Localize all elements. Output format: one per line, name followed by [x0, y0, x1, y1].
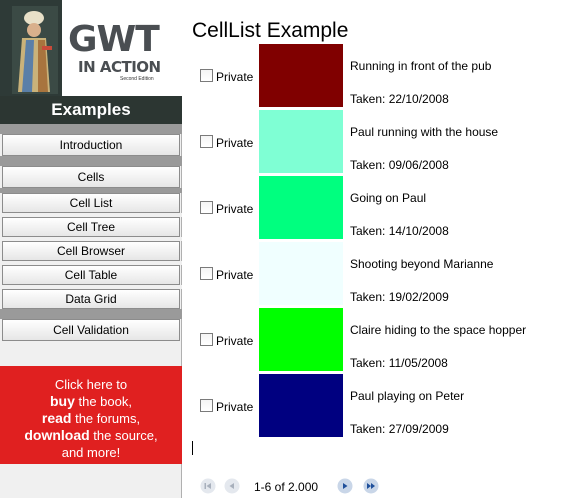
photo-color-swatch	[259, 308, 343, 371]
sidebar: GWT IN ACTION Second Edition Examples In…	[0, 0, 182, 498]
photo-color-swatch	[259, 110, 343, 173]
photo-description: Paul playing on Peter	[350, 389, 465, 403]
private-checkbox[interactable]	[200, 201, 213, 214]
photo-taken-date: Taken: 19/02/2009	[350, 290, 449, 304]
prev-page-icon[interactable]	[224, 478, 240, 494]
photo-description: Running in front of the pub	[350, 59, 492, 73]
promo-read-rest: the forums,	[71, 411, 141, 426]
photo-description: Claire hiding to the space hopper	[350, 323, 527, 337]
private-checkbox[interactable]	[200, 267, 213, 280]
photo-description: Shooting beyond Marianne	[350, 257, 494, 271]
sidebar-item-cell-list[interactable]: Cell List	[2, 193, 180, 213]
promo-line-3: read the forums,	[0, 410, 182, 427]
photo-color-swatch	[259, 242, 343, 305]
promo-download-rest: the source,	[89, 428, 158, 443]
photo-description: Going on Paul	[350, 191, 427, 205]
promo-buy-rest: the book,	[74, 394, 133, 409]
list-item[interactable]: Private Paul playing on Peter Taken: 27/…	[198, 374, 558, 440]
main-content: CellList Example Private Running in fron…	[192, 0, 562, 498]
promo-download: download	[24, 427, 90, 443]
sidebar-item-cell-validation[interactable]: Cell Validation	[2, 319, 180, 341]
last-page-icon[interactable]	[363, 478, 379, 494]
private-label: Private	[216, 202, 254, 216]
private-label: Private	[216, 334, 254, 348]
logo-subtitle: IN ACTION	[78, 58, 161, 76]
nav-divider	[0, 188, 182, 193]
photo-taken-date: Taken: 11/05/2008	[350, 356, 448, 370]
list-item[interactable]: Private Claire hiding to the space hoppe…	[198, 308, 558, 374]
text-cursor	[192, 441, 193, 455]
promo-link[interactable]: Click here to buy the book, read the for…	[0, 366, 182, 464]
sidebar-item-cell-table[interactable]: Cell Table	[2, 265, 180, 285]
promo-line-2: buy the book,	[0, 393, 182, 410]
private-checkbox[interactable]	[200, 135, 213, 148]
sidebar-item-introduction[interactable]: Introduction	[2, 134, 180, 156]
nav-spacer	[0, 213, 182, 217]
nav-divider	[0, 124, 182, 134]
photo-taken-date: Taken: 09/06/2008	[350, 158, 449, 172]
promo-read: read	[41, 410, 72, 426]
page-title: CellList Example	[192, 19, 349, 42]
list-item[interactable]: Private Shooting beyond Marianne Taken: …	[198, 242, 558, 308]
promo-line-4: download the source,	[0, 427, 182, 444]
nav-spacer	[0, 285, 182, 289]
examples-header: Examples	[0, 96, 182, 124]
nav-divider	[0, 309, 182, 319]
photo-color-swatch	[259, 374, 343, 437]
list-item[interactable]: Private Running in front of the pub Take…	[198, 44, 558, 110]
first-page-icon[interactable]	[200, 478, 216, 494]
photo-taken-date: Taken: 22/10/2008	[350, 92, 449, 106]
next-page-icon[interactable]	[337, 478, 353, 494]
sidebar-item-cell-browser[interactable]: Cell Browser	[2, 241, 180, 261]
nav-spacer	[0, 237, 182, 241]
photo-description: Paul running with the house	[350, 125, 499, 139]
private-checkbox[interactable]	[200, 399, 213, 412]
photo-color-swatch	[259, 44, 343, 107]
nav-divider	[0, 156, 182, 166]
private-checkbox[interactable]	[200, 69, 213, 82]
sidebar-item-cells[interactable]: Cells	[2, 166, 180, 188]
photo-color-swatch	[259, 176, 343, 239]
private-label: Private	[216, 400, 254, 414]
cell-list: Private Running in front of the pub Take…	[198, 44, 558, 440]
promo-line-1: Click here to	[54, 377, 128, 392]
list-item[interactable]: Private Going on Paul Taken: 14/10/2008	[198, 176, 558, 242]
logo-title: GWT	[68, 19, 160, 60]
promo-line-5: and more!	[61, 445, 121, 460]
photo-taken-date: Taken: 27/09/2009	[350, 422, 449, 436]
logo-figure-icon	[12, 6, 58, 94]
private-label: Private	[216, 136, 254, 150]
sidebar-item-cell-tree[interactable]: Cell Tree	[2, 217, 180, 237]
pager-label: 1-6 of 2.000	[254, 480, 319, 494]
sidebar-item-data-grid[interactable]: Data Grid	[2, 289, 180, 309]
list-item[interactable]: Private Paul running with the house Take…	[198, 110, 558, 176]
nav-spacer	[0, 261, 182, 265]
pager: 1-6 of 2.000	[200, 478, 500, 494]
sidebar-nav: Introduction Cells Cell List Cell Tree C…	[0, 124, 182, 341]
private-checkbox[interactable]	[200, 333, 213, 346]
promo-buy: buy	[50, 393, 75, 409]
logo-edition: Second Edition	[120, 76, 154, 82]
book-logo[interactable]: GWT IN ACTION Second Edition	[0, 0, 182, 96]
private-label: Private	[216, 70, 254, 84]
private-label: Private	[216, 268, 254, 282]
photo-taken-date: Taken: 14/10/2008	[350, 224, 449, 238]
